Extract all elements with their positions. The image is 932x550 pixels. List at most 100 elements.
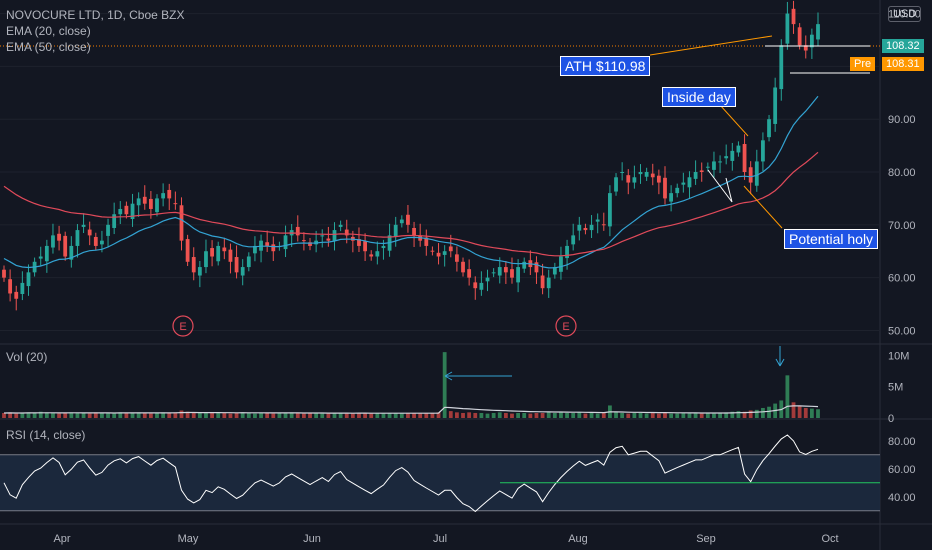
volume-bar [803, 407, 808, 418]
candle-body [51, 235, 55, 248]
volume-bar [724, 412, 729, 418]
candle-body [583, 227, 588, 231]
volume-bar [669, 413, 674, 418]
candle-body [767, 119, 771, 138]
volume-bar [259, 412, 263, 418]
ath-annotation[interactable]: ATH $110.98 [560, 56, 651, 76]
candle-body [87, 229, 92, 236]
volume-bar [240, 412, 245, 418]
volume-bar [338, 412, 343, 418]
volume-bar [130, 412, 135, 418]
candle-body [742, 144, 747, 172]
candle-body [197, 267, 202, 276]
volume-bar [216, 412, 221, 418]
price-tick-label: 110.00 [888, 9, 921, 21]
candle-body [369, 254, 374, 257]
candle-body [326, 238, 331, 241]
candle-body [656, 175, 661, 183]
volume-bar [100, 412, 104, 418]
volume-bar [295, 412, 300, 418]
volume-down-arrow-head [775, 358, 785, 367]
candle-body [148, 198, 153, 209]
candle-body [571, 235, 576, 245]
last-price-tag: 108.32 [882, 39, 924, 53]
candle-body [552, 267, 557, 275]
candle-body [210, 248, 214, 257]
candle-body [301, 240, 306, 242]
candle-body [565, 245, 569, 259]
candle-body [124, 205, 129, 215]
x-tick-label: Sep [696, 533, 716, 545]
volume-bar [467, 412, 472, 418]
candle-body [503, 267, 508, 273]
candle-body [253, 245, 257, 254]
candle-body [20, 282, 25, 294]
volume-bar [485, 413, 490, 418]
volume-bar [32, 412, 37, 418]
candle-body [712, 161, 716, 170]
candle-body [534, 262, 539, 273]
volume-bar [730, 411, 735, 418]
x-tick-label: May [178, 533, 199, 545]
candle-body [650, 173, 655, 178]
volume-bar [809, 408, 814, 418]
candle-body [155, 198, 159, 213]
candle-body [669, 193, 674, 202]
inside-day-annotation[interactable]: Inside day [662, 87, 736, 107]
rsi-tick-label: 40.00 [888, 492, 916, 504]
volume-bar [173, 412, 178, 418]
volume-bar [528, 413, 533, 418]
volume-bar [705, 412, 710, 418]
volume-bar [559, 412, 563, 418]
candle-body [320, 235, 325, 237]
candle-body [271, 244, 276, 252]
volume-bar [112, 413, 117, 418]
earnings-label: E [562, 321, 569, 333]
volume-bar [57, 413, 61, 418]
candle-body [791, 8, 796, 25]
candle-body [142, 196, 147, 204]
volume-bar [87, 413, 92, 418]
volume-bar [571, 412, 576, 418]
candle-body [234, 257, 239, 273]
rsi-tick-label: 60.00 [888, 464, 916, 476]
candle-body [375, 251, 380, 257]
candle-body [448, 246, 453, 252]
candle-body [75, 230, 80, 246]
volume-bar [344, 413, 349, 418]
candle-body [638, 172, 643, 175]
candle-body [546, 277, 551, 289]
volume-bar [51, 412, 55, 418]
candle-body [283, 235, 288, 250]
volume-bar [650, 412, 655, 418]
candle-body [761, 140, 765, 162]
volume-bar [632, 412, 637, 418]
candle-body [161, 193, 166, 199]
candle-body [724, 156, 729, 159]
candle-body [461, 261, 465, 273]
volume-panel-title: Vol (20) [6, 350, 48, 364]
candle-body [246, 256, 251, 268]
volume-bar [161, 412, 166, 418]
volume-bar [534, 412, 539, 418]
volume-bar [455, 412, 459, 418]
holy-arrow [743, 185, 783, 229]
candle-body [430, 250, 435, 252]
candle-body [510, 269, 514, 278]
ema50-label: EMA (50, close) [6, 40, 91, 54]
candle-body [295, 226, 300, 236]
candle-body [204, 251, 208, 268]
candle-body [424, 237, 429, 246]
volume-bar [442, 352, 447, 418]
candle-body [185, 239, 190, 262]
price-tick-label: 70.00 [888, 220, 916, 232]
potential-holy-annotation[interactable]: Potential holy [784, 229, 879, 249]
volume-bar [167, 412, 172, 418]
volume-tick-label: 5M [888, 382, 903, 394]
volume-bar [718, 412, 722, 418]
candle-body [736, 145, 741, 153]
candle-body [38, 256, 43, 259]
currency-button[interactable]: USD [888, 6, 922, 22]
volume-bar [712, 413, 716, 418]
